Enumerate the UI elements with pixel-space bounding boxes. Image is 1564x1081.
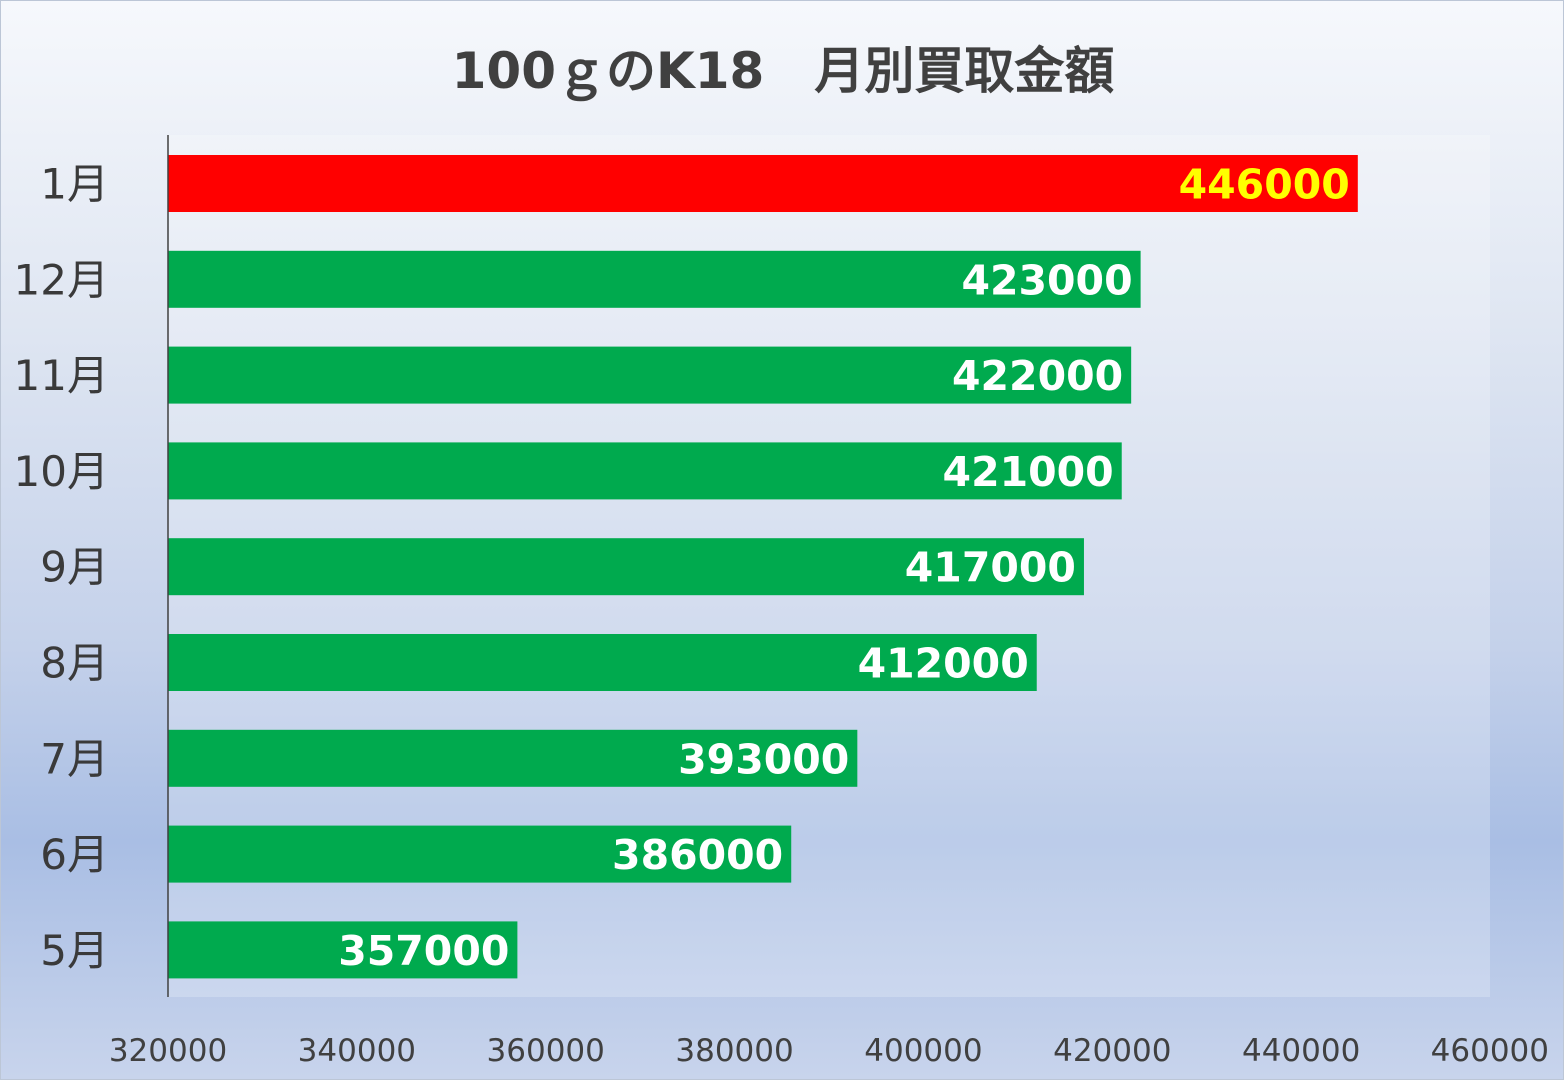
x-tick-label: 400000: [864, 1033, 982, 1069]
category-label: 8月: [40, 639, 109, 688]
x-tick-label: 440000: [1242, 1033, 1360, 1069]
bar-2: [168, 250, 1141, 308]
category-label: 12月: [14, 255, 109, 304]
data-labels: 446000 423000 422000 421000 417000 4120003930…: [338, 161, 1350, 975]
category-label: 1月: [40, 160, 109, 209]
x-tick-label: 320000: [109, 1033, 227, 1069]
x-tick-label: 340000: [298, 1033, 416, 1069]
category-label: 7月: [40, 734, 109, 783]
x-tick-label: 360000: [487, 1033, 605, 1069]
bar-6: [168, 634, 1037, 691]
bar-3: [168, 346, 1132, 404]
category-label: 11月: [14, 351, 109, 400]
x-tick-label: 420000: [1053, 1033, 1171, 1069]
data-label: 386000: [612, 831, 783, 879]
x-tick-label: 460000: [1431, 1033, 1549, 1069]
category-label: 10月: [14, 447, 109, 496]
category-label: 9月: [40, 543, 109, 592]
bar-9: [168, 921, 518, 979]
category-label: 6月: [40, 830, 109, 879]
bar-8: [168, 825, 792, 883]
data-label: 422000: [952, 352, 1123, 400]
data-label: 357000: [338, 927, 509, 975]
data-label: 393000: [678, 735, 849, 783]
data-label: 446000: [1179, 161, 1350, 209]
category-labels: 1月 12月 11月 10月 9月 8月 7月 6月 5月: [14, 160, 109, 975]
data-label: 423000: [961, 256, 1132, 304]
x-tick-label: 380000: [675, 1033, 793, 1069]
bars-group: [168, 155, 1358, 979]
data-label: 421000: [943, 448, 1114, 496]
bar-4: [168, 442, 1122, 500]
bar-7: [168, 729, 858, 787]
x-axis-tick-labels: 320000 340000 360000 380000 400000 420000 4400…: [109, 1033, 1549, 1069]
bar-5: [168, 538, 1084, 596]
data-label: 412000: [858, 640, 1029, 688]
chart-title: 100ｇのK18 月別買取金額: [452, 42, 1115, 102]
category-label: 5月: [40, 926, 109, 975]
data-label: 417000: [905, 544, 1076, 592]
bar-1: [168, 155, 1358, 212]
